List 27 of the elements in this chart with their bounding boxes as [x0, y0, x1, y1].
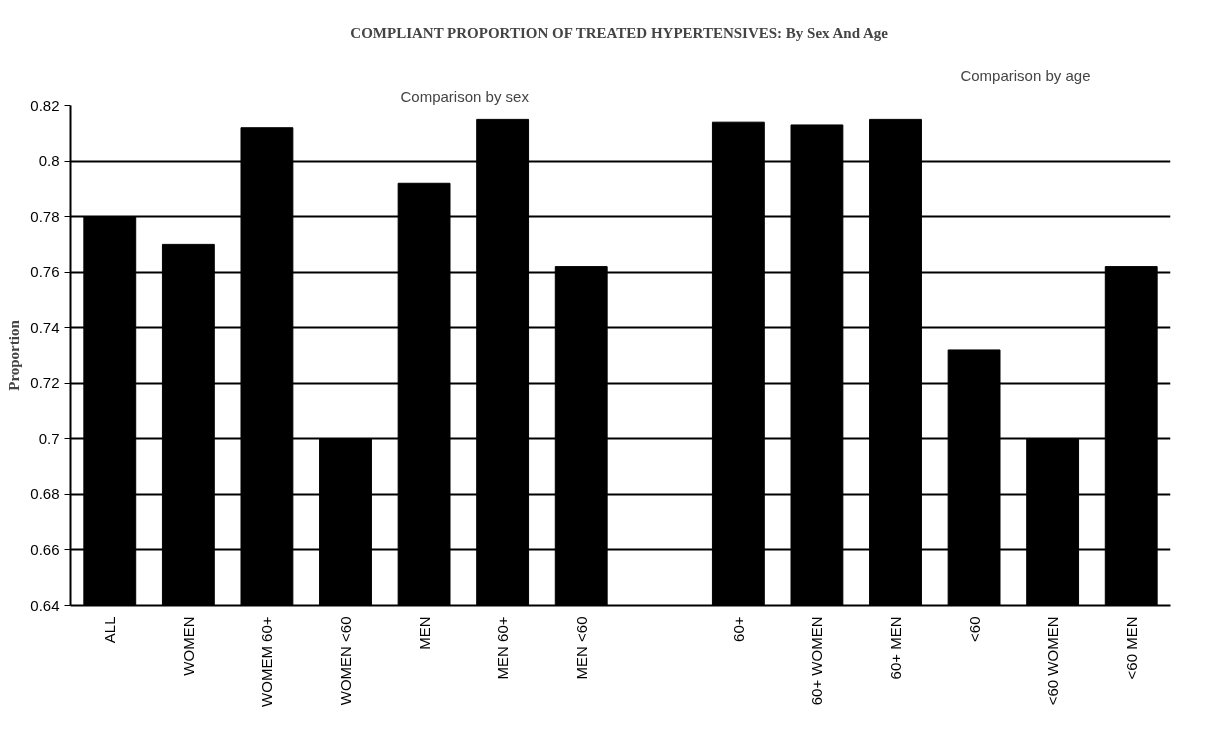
- x-tick-label: MEN <60: [572, 616, 590, 680]
- x-tick-label: MEN 60+: [494, 616, 512, 680]
- x-tick-label: <60: [965, 616, 983, 642]
- text: Comparison by age: [960, 66, 1091, 84]
- y-tick-label: 0.72: [30, 374, 60, 392]
- y-tick-label: 0.8: [38, 152, 60, 170]
- y-tick-label: 0.82: [30, 96, 60, 114]
- x-tick-label: 60+ MEN: [887, 616, 904, 680]
- x-tick-label: MEN: [415, 616, 433, 650]
- y-tick-label: 0.7: [38, 429, 60, 447]
- y-tick-label: 0.76: [30, 263, 60, 281]
- x-tick-label: 60+ WOMEN: [808, 616, 826, 706]
- y-tick-label: 0.64: [30, 596, 60, 614]
- y-tick-label: 0.78: [30, 207, 60, 225]
- x-tick-label: WOMEM 60+: [258, 616, 276, 707]
- chart-title: COMPLIANT PROPORTION OF TREATED HYPERTENSIVES: By Sex And Age: [350, 25, 889, 41]
- y-tick-label: 0.74: [30, 318, 60, 336]
- y-tick-label: 0.68: [30, 485, 60, 503]
- y-tick-label: 0.66: [30, 540, 60, 558]
- text: Comparison by sex: [400, 87, 530, 105]
- x-tick-label: <60 WOMEN: [1044, 616, 1062, 706]
- x-tick-label: 60+: [729, 616, 747, 642]
- x-tick-label: ALL: [101, 616, 119, 644]
- x-tick-label: WOMEN: [179, 616, 197, 676]
- x-tick-label: <60 MEN: [1122, 616, 1140, 680]
- x-tick-label: WOMEN <60: [337, 616, 354, 706]
- y-axis-title: Proportion: [6, 319, 23, 391]
